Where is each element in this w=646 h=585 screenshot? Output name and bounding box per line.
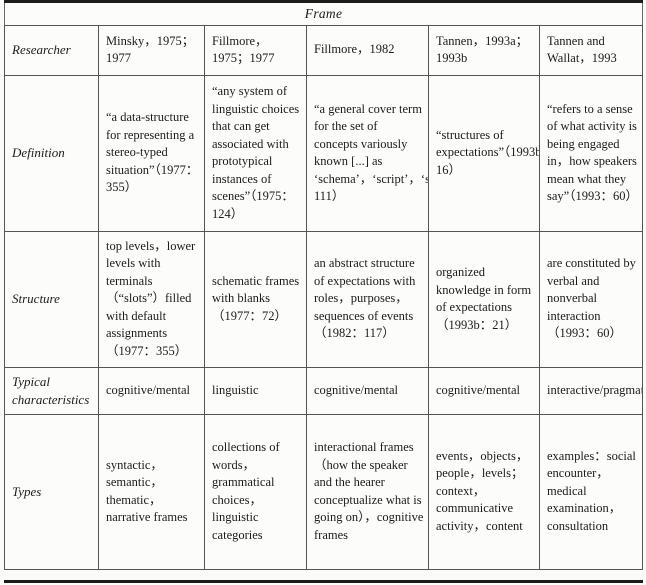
frame-comparison-table: Frame Researcher Minsky，1975；1977 Fillmo… (4, 0, 644, 570)
table-header-row: Researcher Minsky，1975；1977 Fillmore，197… (4, 24, 644, 76)
table-row-typical-characteristics: Typical characteristics cognitive/mental… (4, 366, 644, 415)
header-cell-fillmore-1982: Fillmore，1982 (306, 24, 429, 76)
cell-definition-fillmore-1975: “any system of linguistic choices that c… (204, 74, 307, 232)
cell-types-tannen: events，objects，people，levels；context，com… (428, 413, 540, 570)
cell-types-tannen-wallat: examples：social encounter，medical examin… (538, 413, 644, 570)
table-row-definition: Definition “a data-structure for represe… (4, 74, 644, 232)
cell-characteristics-minsky: cognitive/mental (98, 366, 205, 415)
cell-structure-tannen: organized knowledge in form of expectati… (428, 230, 540, 368)
cell-characteristics-fillmore-1975: linguistic (204, 366, 307, 415)
cell-characteristics-fillmore-1982: cognitive/mental (306, 366, 429, 415)
cell-types-minsky: syntactic，semantic，thematic，narrative fr… (98, 413, 205, 570)
row-label-definition: Definition (4, 74, 99, 232)
cell-structure-fillmore-1975: schematic frames with blanks（1977：72） (204, 230, 307, 368)
table-title-row: Frame (4, 1, 643, 26)
cell-types-fillmore-1982: interactional frames（how the speaker and… (306, 413, 429, 570)
row-label-structure: Structure (4, 230, 99, 368)
table-row-structure: Structure top levels，lower levels with t… (4, 230, 644, 368)
cell-types-fillmore-1975: collections of words，grammatical choices… (204, 413, 307, 570)
cell-characteristics-tannen-wallat: interactive/pragmatic (538, 366, 644, 415)
cell-structure-tannen-wallat: are constituted by verbal and nonverbal … (538, 230, 644, 368)
row-label-types: Types (4, 413, 99, 570)
header-cell-tannen: Tannen，1993a；1993b (428, 24, 540, 76)
cell-structure-minsky: top levels，lower levels with terminals（“… (98, 230, 205, 368)
row-label-typical-characteristics: Typical characteristics (4, 366, 99, 415)
header-cell-minsky: Minsky，1975；1977 (98, 24, 205, 76)
header-cell-fillmore-1975: Fillmore，1975；1977 (204, 24, 307, 76)
cell-structure-fillmore-1982: an abstract structure of expectations wi… (306, 230, 429, 368)
table-title: Frame (4, 1, 643, 26)
cell-characteristics-tannen: cognitive/mental (428, 366, 540, 415)
cell-definition-tannen-wallat: “refers to a sense of what activity is b… (538, 74, 644, 232)
table-row-types: Types syntactic，semantic，thematic，narrat… (4, 413, 644, 570)
table-bottom-rule (4, 580, 643, 583)
cell-definition-minsky: “a data-structure for representing a ste… (98, 74, 205, 232)
cell-definition-tannen: “structures of expectations”（1993b：16） (428, 74, 540, 232)
header-cell-tannen-wallat: Tannen and Wallat，1993 (538, 24, 644, 76)
cell-definition-fillmore-1982: “a general cover term for the set of con… (306, 74, 429, 232)
row-label-researcher: Researcher (4, 24, 99, 76)
